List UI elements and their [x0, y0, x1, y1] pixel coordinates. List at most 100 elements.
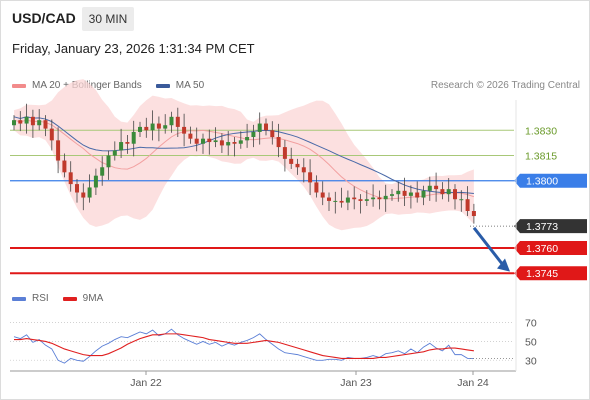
candle-body	[345, 197, 350, 203]
candle	[402, 177, 407, 206]
legend-label-ma50: MA 50	[175, 80, 205, 91]
candle-body	[371, 197, 376, 200]
time-tick-jan-23: Jan 23	[340, 377, 372, 389]
candle-body	[169, 116, 174, 126]
candle	[390, 189, 394, 201]
candle	[358, 194, 363, 214]
candle-body	[276, 137, 281, 148]
candle-body	[182, 126, 187, 134]
candle-body	[327, 197, 331, 201]
candle	[459, 190, 464, 212]
bollinger-band-area	[14, 79, 474, 231]
candle-body	[383, 195, 388, 200]
candle	[226, 130, 231, 156]
candle	[264, 118, 268, 136]
legend-swatch-ma20	[12, 83, 26, 88]
candle-body	[238, 140, 243, 144]
candle-body	[459, 199, 464, 201]
candle	[257, 112, 262, 145]
rsi-tick-50: 50	[525, 336, 537, 348]
candle-body	[175, 116, 180, 127]
candle	[163, 114, 168, 134]
candle	[446, 178, 451, 202]
candle	[112, 141, 117, 161]
candle	[245, 123, 250, 148]
level-label-1.3815: 1.3815	[525, 151, 557, 163]
candle	[213, 127, 218, 148]
candle-body	[188, 133, 193, 139]
candle	[37, 109, 42, 131]
candle	[24, 103, 29, 134]
candle	[150, 110, 155, 141]
legend-item-ma50[interactable]: MA 50	[155, 80, 205, 91]
rsi-series-RSI	[13, 328, 474, 364]
candle-body	[125, 142, 130, 144]
candle-body	[251, 131, 256, 137]
arrow-shaft	[472, 226, 507, 269]
candle-body	[112, 150, 117, 156]
candle	[30, 109, 35, 138]
candle-body	[257, 123, 262, 132]
rsi-panel: 70 50 30	[10, 318, 537, 367]
candle-body	[314, 182, 319, 193]
candle	[383, 184, 388, 212]
legend-swatch-rsi	[12, 296, 26, 301]
candle-body	[156, 123, 161, 129]
candle	[125, 134, 130, 154]
legend-item-rsi[interactable]: RSI	[12, 293, 49, 304]
level-tag-1.3760	[514, 241, 587, 255]
candle-body	[43, 120, 48, 129]
legend-swatch-9ma	[62, 296, 77, 301]
candle	[289, 147, 294, 169]
level-label-1.3830: 1.3830	[525, 125, 557, 137]
candle	[276, 123, 281, 158]
time-axis: Jan 22 Jan 23 Jan 24	[10, 100, 517, 389]
candle-body	[339, 200, 344, 203]
candle	[119, 128, 124, 159]
candle-body	[301, 167, 306, 173]
candle	[434, 172, 439, 202]
rsi-tick-30: 30	[525, 355, 537, 367]
candle-body	[358, 199, 363, 201]
level-tag-1.3773	[514, 219, 587, 234]
candle	[49, 119, 54, 151]
candle-body	[408, 192, 413, 196]
level-label-1.3773: 1.3773	[526, 221, 558, 233]
time-tick-jan-24: Jan 24	[457, 377, 489, 389]
candle-body	[213, 140, 218, 143]
candle	[106, 150, 111, 180]
legend-swatch-ma50	[155, 83, 170, 88]
candle	[68, 161, 73, 192]
candle-body	[453, 189, 457, 200]
candle-body	[377, 197, 382, 200]
candle	[453, 184, 457, 210]
candles	[12, 103, 476, 224]
candle-body	[440, 189, 445, 195]
timeframe-button[interactable]: 30 MIN	[82, 7, 134, 31]
candle	[87, 174, 92, 203]
candle-body	[81, 192, 86, 198]
level-label-1.3760: 1.3760	[526, 243, 558, 255]
candle	[415, 181, 420, 203]
candle	[408, 185, 413, 209]
candle	[232, 137, 237, 157]
candle-body	[93, 175, 98, 188]
candle-body	[390, 194, 394, 196]
candle-body	[364, 199, 369, 201]
candle-body	[282, 147, 287, 159]
candle	[282, 140, 287, 172]
legend-label-rsi: RSI	[32, 293, 49, 304]
candle-body	[295, 163, 300, 168]
candle	[352, 186, 357, 210]
candle	[333, 191, 338, 214]
candle	[471, 203, 476, 224]
candle	[201, 133, 205, 154]
legend-item-9ma[interactable]: 9MA	[62, 293, 103, 304]
candle	[308, 159, 313, 196]
candle	[421, 185, 426, 206]
arrow-head	[497, 258, 510, 272]
candle-body	[150, 123, 155, 131]
candle-body	[352, 197, 357, 200]
candle	[43, 115, 48, 137]
